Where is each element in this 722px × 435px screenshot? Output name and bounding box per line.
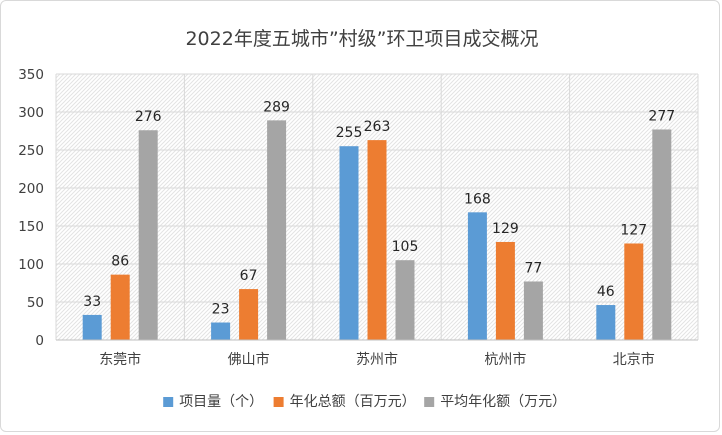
data-label: 77	[524, 260, 542, 276]
bar-1[interactable]	[596, 305, 616, 340]
data-label: 277	[648, 108, 675, 124]
bar-1[interactable]	[82, 314, 102, 340]
data-label: 168	[464, 191, 491, 207]
data-label: 46	[597, 284, 615, 300]
data-label: 86	[111, 254, 129, 270]
x-category-label: 佛山市	[228, 351, 270, 368]
y-tick-label: 350	[18, 67, 44, 83]
data-label: 23	[212, 302, 230, 318]
plot-area: 0 50 100 150 200 250 300 350 东莞市 33 86 276 佛山市 23 67 28…	[18, 67, 699, 410]
chart-title: 2022年度五城市”村级”环卫项目成交概况	[185, 28, 538, 50]
data-label: 276	[135, 109, 162, 125]
legend-swatch	[424, 397, 435, 407]
x-category-label: 杭州市	[484, 351, 526, 368]
data-label: 33	[83, 294, 101, 310]
legend-label: 项目量（个）	[179, 394, 263, 410]
data-label: 255	[336, 125, 363, 141]
bar-1[interactable]	[211, 322, 231, 340]
bar-1[interactable]	[339, 146, 359, 340]
bar-1[interactable]	[467, 212, 487, 340]
legend-swatch	[163, 397, 174, 407]
x-category-label: 东莞市	[99, 351, 141, 368]
y-tick-label: 250	[18, 143, 44, 159]
bar-3[interactable]	[267, 120, 287, 340]
x-category-label: 北京市	[613, 351, 655, 368]
data-label: 127	[620, 222, 647, 238]
y-tick-label: 0	[35, 333, 44, 349]
y-tick-label: 150	[18, 219, 44, 235]
legend-swatch	[273, 397, 284, 407]
bar-2[interactable]	[239, 289, 259, 340]
bar-3[interactable]	[652, 129, 672, 340]
data-label: 263	[364, 119, 391, 135]
bar-3[interactable]	[138, 130, 158, 340]
legend-label: 平均年化额（万元）	[440, 394, 566, 410]
data-label: 129	[492, 221, 519, 237]
bar-2[interactable]	[367, 140, 387, 340]
y-tick-label: 300	[18, 105, 44, 121]
legend-label: 年化总额（百万元）	[290, 394, 416, 410]
data-label: 105	[392, 239, 419, 255]
bar-2[interactable]	[624, 243, 644, 340]
bar-3[interactable]	[523, 281, 543, 340]
bar-2[interactable]	[110, 274, 130, 340]
y-tick-label: 100	[18, 257, 44, 273]
y-tick-label: 50	[27, 295, 44, 311]
y-tick-label: 200	[18, 181, 44, 197]
x-category-label: 苏州市	[356, 351, 398, 368]
data-label: 67	[240, 268, 258, 284]
bar-3[interactable]	[395, 260, 415, 340]
bar-2[interactable]	[495, 241, 515, 340]
data-label: 289	[263, 99, 290, 115]
